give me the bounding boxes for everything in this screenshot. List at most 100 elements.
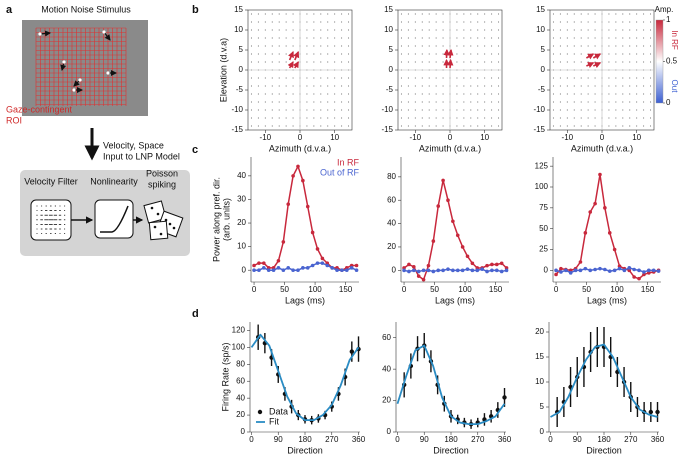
x-tick-label: 0 [395, 435, 400, 444]
grid-dot [341, 117, 343, 119]
grid-dot [264, 117, 266, 119]
grid-dot [573, 85, 575, 87]
x-tick-label: 0 [249, 435, 254, 444]
grid-dot [271, 13, 273, 15]
grid-dot [580, 125, 582, 127]
grid-dot [278, 29, 280, 31]
grid-dot [636, 109, 638, 111]
grid-dot [552, 21, 555, 23]
grid-dot [306, 85, 308, 87]
grid-dot [435, 117, 437, 119]
grid-dot [292, 21, 294, 23]
grid-dot [456, 13, 458, 15]
grid-dot [313, 13, 315, 15]
grid-dot [643, 101, 645, 103]
grid-dot [292, 101, 294, 103]
point [301, 266, 305, 270]
grid-dot [341, 29, 343, 31]
grid-dot [421, 21, 423, 23]
vector-arrow [592, 62, 602, 68]
grid-dot [442, 29, 444, 31]
grid-dot [435, 77, 437, 79]
x-tick-label: 0 [298, 133, 303, 142]
grid-dot [484, 45, 486, 47]
grid-dot [566, 93, 568, 95]
grid-dot [587, 93, 589, 95]
grid-dot [334, 61, 336, 63]
grid-dot [566, 101, 568, 103]
y-tick-label: 5 [540, 402, 545, 411]
grid-dot [414, 117, 416, 119]
grid-dot [615, 125, 617, 127]
grid-dot [407, 93, 409, 95]
fit-line [396, 344, 506, 426]
grid-dot [643, 37, 645, 39]
grid-dot [587, 45, 589, 47]
grid-dot [608, 101, 610, 103]
legend-label: Data [269, 406, 288, 416]
point [578, 268, 583, 273]
grid-dot [407, 109, 409, 111]
grid-dot [643, 29, 645, 31]
grid-dot [428, 109, 430, 111]
grid-dot [491, 125, 493, 127]
grid-dot [257, 117, 259, 119]
y-tick-label: -10 [231, 105, 243, 114]
grid-dot [347, 53, 350, 55]
y-tick-label: 20 [387, 242, 396, 251]
x-tick-label: 90 [420, 435, 429, 444]
grid-dot [497, 61, 500, 63]
grid-dot [491, 77, 493, 79]
grid-dot [334, 29, 336, 31]
grid-dot [421, 61, 423, 63]
grid-dot [552, 101, 555, 103]
grid-dot [477, 93, 479, 95]
legend-label: In RF [337, 157, 360, 167]
grid-dot [580, 117, 582, 119]
grid-dot [629, 93, 631, 95]
grid-dot [271, 93, 273, 95]
grid-dot [250, 21, 253, 23]
x-tick-label: 0 [252, 285, 257, 294]
grid-dot [649, 29, 652, 31]
point [349, 266, 354, 270]
y-axis-label: (arb. units) [221, 198, 231, 241]
grid-dot [428, 53, 430, 55]
grid-dot [341, 37, 343, 39]
grid-dot [649, 117, 652, 119]
grid-dot [649, 13, 652, 15]
grid-dot [292, 117, 294, 119]
grid-dot [649, 109, 652, 111]
grid-dot [470, 77, 472, 79]
grid-dot [435, 101, 437, 103]
grid-dot [334, 117, 336, 119]
point [416, 269, 421, 274]
point [603, 206, 607, 210]
point [335, 268, 339, 273]
point [656, 269, 661, 273]
grid-dot [285, 77, 287, 79]
point [426, 268, 431, 273]
point [421, 268, 426, 273]
x-tick-label: 90 [274, 435, 283, 444]
colorbar-tick-label: 1 [666, 15, 671, 24]
grid-dot [320, 85, 322, 87]
grid-dot [608, 125, 610, 127]
grid-dot [497, 29, 500, 31]
grid-dot [250, 61, 253, 63]
y-tick-label: 125 [535, 161, 549, 170]
point [627, 266, 632, 270]
grid-dot [622, 77, 624, 79]
vector-arrow [586, 53, 595, 60]
grid-dot [407, 37, 409, 39]
grid-dot [341, 61, 343, 63]
grid-dot [580, 77, 582, 79]
grid-dot [271, 85, 273, 87]
grid-dot [629, 45, 631, 47]
grid-dot [313, 77, 315, 79]
grid-dot [552, 117, 555, 119]
grid-dot [250, 13, 253, 15]
grid-dot [643, 61, 645, 63]
grid-dot [327, 125, 329, 127]
